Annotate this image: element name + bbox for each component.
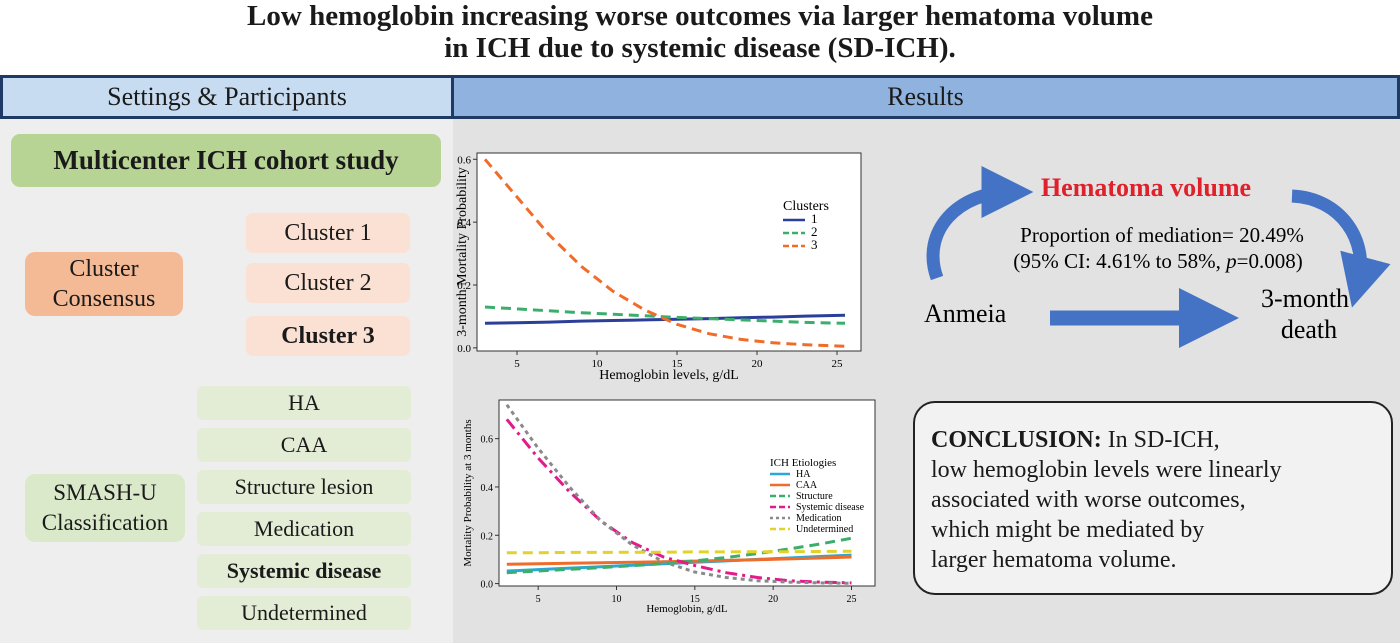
chart-2-plot-area	[498, 399, 876, 587]
conclusion-line-1: In SD-ICH,	[1107, 427, 1220, 453]
chart-1-x-tick-label: 20	[752, 358, 764, 370]
chart-2-y-tick-label: 0.6	[481, 435, 494, 446]
cluster-consensus-box: Cluster Consensus	[25, 252, 183, 316]
cluster-consensus-line-2: Consensus	[52, 286, 156, 312]
smash-u-line-1: SMASH-U	[53, 480, 157, 505]
chart-1-y-axis-label: 3-month Mortality Probability	[455, 167, 470, 337]
chart-2-series-medication	[505, 403, 852, 585]
chart-1-x-tick-label: 10	[592, 358, 604, 370]
chart-2-y-tick-label: 0.4	[481, 483, 494, 494]
etiology-medication: Medication	[197, 512, 411, 546]
etiology-ha: HA	[197, 386, 411, 420]
chart-2-series-systemic-disease	[505, 418, 852, 585]
smash-u-line-2: Classification	[41, 510, 169, 535]
chart-2-x-axis-label: Hemoglobin, g/dL	[646, 603, 728, 615]
chart-2-legend-label: HA	[796, 469, 811, 480]
chart-2-legend-label: Undetermined	[796, 524, 853, 535]
chart-1-legend-label: 2	[811, 224, 818, 239]
smash-u-box: SMASH-U Classification	[25, 474, 185, 542]
conclusion-line-3: associated with worse outcomes,	[931, 487, 1246, 513]
etiology-systemic-disease: Systemic disease	[197, 554, 411, 588]
mediation-diagram: Hematoma volume Proportion of mediation=…	[924, 166, 1391, 348]
chart-2-legend-label: CAA	[796, 480, 818, 491]
chart-1-legend-title: Clusters	[783, 199, 829, 214]
title-line-2: in ICH due to systemic disease (SD-ICH).	[444, 32, 956, 64]
conclusion-heading: CONCLUSION:	[931, 427, 1102, 453]
cluster-1-box: Cluster 1	[246, 213, 410, 253]
etiology-undetermined: Undetermined	[197, 596, 411, 630]
chart-2-y-tick-label: 0.2	[481, 531, 494, 542]
outcome-label-line-2: death	[1281, 315, 1337, 344]
chart-1-series-1	[484, 313, 846, 325]
outcome-label-line-1: 3-month	[1261, 284, 1349, 313]
mediator-label: Hematoma volume	[1041, 173, 1251, 202]
chart-2-legend-label: Systemic disease	[796, 502, 865, 513]
chart-2-x-tick-label: 15	[690, 594, 700, 605]
results-header: Results	[451, 75, 1400, 119]
chart-2-y-axis-label: Mortality Probability at 3 months	[462, 419, 474, 566]
chart-1-x-tick-label: 5	[514, 358, 520, 370]
chart-1-x-tick-label: 15	[672, 358, 684, 370]
chart-2-series-structure	[506, 536, 852, 575]
cluster-3-box: Cluster 3	[246, 316, 410, 356]
cluster-2-box: Cluster 2	[246, 263, 410, 303]
infographic-title: Low hemoglobin increasing worse outcomes…	[0, 0, 1400, 76]
chart-1-y-tick-label: 0.2	[457, 280, 471, 292]
chart-2-x-tick-label: 25	[847, 594, 857, 605]
chart-2-legend-label: Medication	[796, 513, 842, 524]
confidence-interval: (95% CI: 4.61% to 58%, p=0.008)	[1013, 249, 1303, 273]
exposure-label: Anmeia	[924, 299, 1007, 328]
chart-2-y-tick-label: 0.0	[481, 580, 494, 591]
chart-1-legend-label: 3	[811, 237, 818, 252]
title-line-1: Low hemoglobin increasing worse outcomes…	[247, 0, 1153, 32]
chart-2-legend-label: Structure	[796, 491, 833, 502]
mediator-to-outcome-arrow	[1291, 189, 1391, 308]
etiology-structure-lesion: Structure lesion	[197, 470, 411, 504]
chart-1-x-axis-label: Hemoglobin levels, g/dL	[599, 368, 739, 383]
chart-1-y-tick-label: 0.4	[457, 217, 471, 229]
chart-2-legend-title: ICH Etiologies	[770, 457, 836, 469]
chart-1-series-2	[484, 305, 846, 325]
chart-2-x-tick-label: 20	[768, 594, 778, 605]
chart-1-legend-label: 1	[811, 211, 818, 226]
chart-1-y-tick-label: 0.6	[457, 154, 471, 166]
study-design-box: Multicenter ICH cohort study	[11, 134, 441, 187]
proportion-mediation: Proportion of mediation= 20.49%	[1020, 223, 1304, 247]
chart-1-series-3	[483, 158, 846, 348]
cluster-mortality-chart: 5 10 15 20 25 0.0 0.2 0.4 0.6 Hemoglobin levels, …	[455, 152, 862, 383]
exposure-to-mediator-arrow	[926, 166, 1034, 281]
conclusion-line-5: larger hematoma volume.	[931, 547, 1177, 573]
conclusion-line-2: low hemoglobin levels were linearly	[931, 457, 1282, 483]
conclusion-box: CONCLUSION: In SD-ICH, low hemoglobin le…	[913, 401, 1393, 595]
etiology-mortality-chart: 5 10 15 20 25 0.0 0.2 0.4 0.6 Hemoglobin, g/dL Mor…	[462, 399, 876, 615]
chart-2-x-tick-label: 5	[536, 594, 541, 605]
cluster-consensus-line-1: Cluster	[69, 256, 139, 282]
conclusion-line-4: which might be mediated by	[931, 517, 1205, 543]
chart-1-y-tick-label: 0.0	[457, 343, 471, 355]
chart-2-x-tick-label: 10	[612, 594, 622, 605]
chart-2-series-undetermined	[506, 549, 852, 555]
chart-1-x-tick-label: 25	[832, 358, 844, 370]
etiology-caa: CAA	[197, 428, 411, 462]
settings-header: Settings & Participants	[0, 75, 454, 119]
